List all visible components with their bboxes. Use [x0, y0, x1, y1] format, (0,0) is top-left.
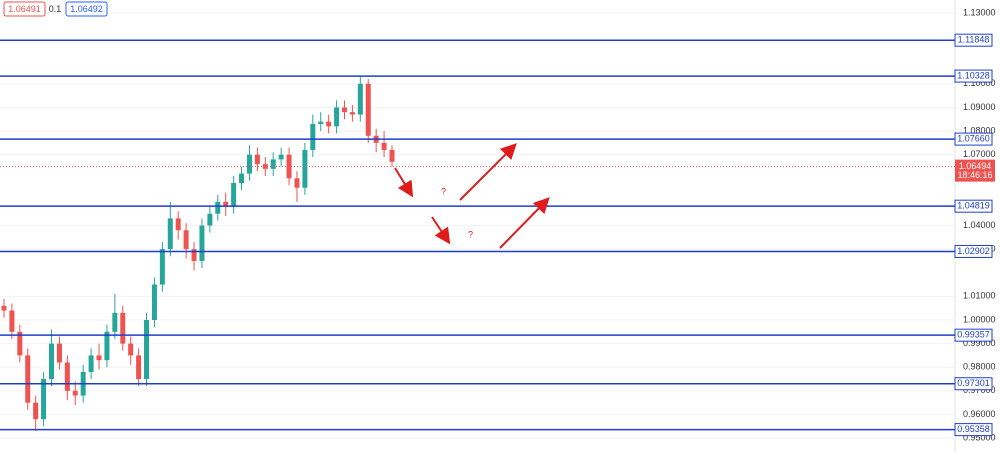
candle-body	[1, 305, 7, 311]
arrow	[394, 167, 414, 198]
y-tick-label: 0.96000	[963, 409, 996, 419]
level-label-box	[954, 69, 993, 83]
candle-body	[112, 312, 118, 332]
y-tick-label: 0.99000	[963, 338, 996, 348]
arrow	[431, 216, 451, 245]
y-tick-label: 1.10000	[963, 78, 996, 88]
candle-body	[215, 201, 221, 214]
spread: 0.1	[49, 4, 62, 14]
candle-body	[199, 225, 205, 261]
candle-body	[56, 343, 62, 363]
candle-body	[286, 154, 292, 179]
candle-body	[151, 284, 157, 320]
candle-body	[231, 183, 237, 207]
level-label: 0.97301	[957, 378, 990, 388]
candle-body	[246, 154, 252, 174]
candle-body	[9, 310, 15, 332]
candle-body	[278, 154, 284, 160]
candle-body	[33, 402, 39, 420]
candle-body	[128, 343, 134, 356]
annotation: ?	[441, 186, 446, 196]
candle-body	[349, 112, 355, 115]
y-tick-label: 1.13000	[963, 7, 996, 17]
candle-body	[341, 107, 347, 113]
candle-body	[365, 83, 371, 136]
candle-body	[294, 178, 300, 188]
level-label-box	[954, 423, 993, 437]
candle-body	[207, 213, 213, 226]
levels: 1.11848 1.10328 1.07660 1.04819 1.02902 0.993…	[0, 33, 995, 437]
candle-body	[389, 149, 395, 162]
y-tick-label: 1.09000	[963, 102, 996, 112]
y-tick-label: 1.07000	[963, 149, 996, 159]
level-label-box	[954, 377, 993, 391]
level-label: 1.02902	[957, 246, 990, 256]
level-label: 0.95358	[957, 424, 990, 434]
level-label: 1.10328	[957, 70, 990, 80]
level-label: 1.11848	[958, 35, 990, 45]
candle-body	[191, 249, 197, 261]
level-label: 1.07660	[957, 133, 990, 143]
candle-body	[175, 218, 181, 231]
candle-body	[104, 331, 110, 361]
candle-body	[25, 355, 31, 403]
candle-body	[72, 390, 78, 396]
candle-body	[334, 107, 340, 127]
level-label: 1.04819	[957, 201, 990, 211]
candle-body	[144, 319, 150, 380]
ask[interactable]: 1.06492	[70, 4, 103, 14]
level-label-box	[954, 244, 993, 258]
candle-body	[262, 164, 268, 169]
arrows	[394, 143, 550, 249]
y-tick-label: 1.01000	[963, 291, 996, 301]
candle-body	[64, 362, 70, 391]
candle-body	[381, 142, 387, 150]
candle-body	[270, 159, 276, 169]
candle-body	[159, 249, 165, 285]
bid-box[interactable]	[3, 1, 46, 17]
candle-body	[17, 331, 23, 356]
level-label-box	[954, 199, 993, 213]
candle-body	[49, 343, 55, 380]
y-tick-label: 1.00000	[963, 314, 996, 324]
candle-body	[302, 149, 308, 188]
level-label: 0.99357	[957, 330, 990, 340]
bid[interactable]: 1.06491	[8, 4, 41, 14]
last-price: 1.06494	[959, 161, 992, 171]
y-tick-label: 0.98000	[963, 362, 996, 372]
candle-body	[326, 121, 332, 127]
level-label-box	[954, 33, 993, 47]
annotation: ?	[468, 229, 473, 239]
candle-body	[310, 123, 316, 150]
last-price-box	[955, 159, 995, 182]
level-label-box	[954, 132, 993, 146]
arrow	[459, 143, 517, 201]
y-tick-label: 0.95000	[963, 432, 996, 442]
candle-body	[254, 154, 260, 165]
candle-body	[120, 312, 126, 344]
candle-body	[41, 379, 47, 420]
candle-body	[318, 121, 324, 124]
candle-body	[96, 355, 102, 361]
candle-body	[239, 173, 245, 184]
y-tick-label: 1.04000	[963, 220, 996, 230]
y-tick-label: 1.08000	[963, 125, 996, 135]
level-label-box	[954, 328, 993, 342]
countdown: 18:46:16	[957, 170, 992, 180]
candle-body	[223, 201, 229, 207]
candles	[1, 76, 395, 431]
candle-body	[357, 83, 363, 115]
candle-body	[88, 355, 94, 372]
candle-body	[183, 230, 189, 250]
candle-body	[136, 355, 142, 380]
ask-box[interactable]	[65, 1, 108, 17]
arrow	[499, 197, 550, 249]
candle-body	[167, 218, 173, 250]
